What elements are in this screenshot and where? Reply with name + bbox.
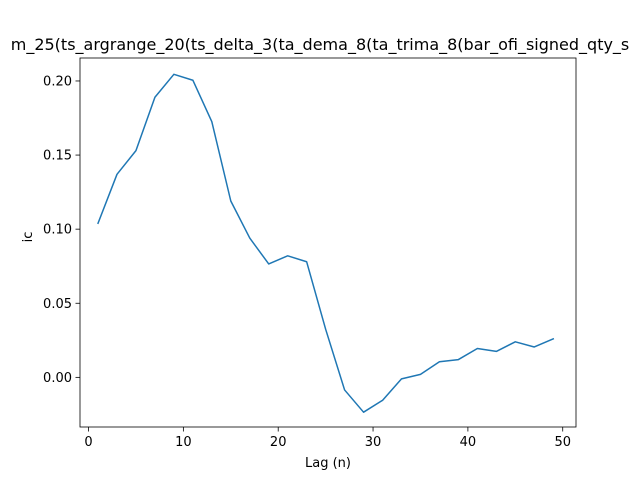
y-tick-label: 0.20 [43, 74, 72, 89]
x-axis-label: Lag (n) [305, 456, 351, 471]
y-tick-label: 0.05 [43, 297, 72, 312]
x-tick-label: 10 [175, 435, 192, 450]
y-tick-label: 0.15 [43, 149, 72, 164]
y-tick-label: 0.10 [43, 223, 72, 238]
x-tick-label: 20 [270, 435, 287, 450]
x-tick-label: 30 [365, 435, 382, 450]
x-tick-label: 0 [84, 435, 92, 450]
x-tick-label: 40 [460, 435, 477, 450]
chart-title: m_25(ts_argrange_20(ts_delta_3(ta_dema_8… [11, 35, 630, 55]
x-tick-label: 50 [554, 435, 571, 450]
axes-frame [79, 57, 577, 428]
plot-area: 0 10 20 30 40 50 0.00 0.05 0.10 0.15 0.20 [43, 57, 577, 450]
series-line-0 [97, 73, 555, 413]
y-axis-label: ic [21, 232, 36, 243]
y-tick-label: 0.00 [43, 371, 72, 386]
